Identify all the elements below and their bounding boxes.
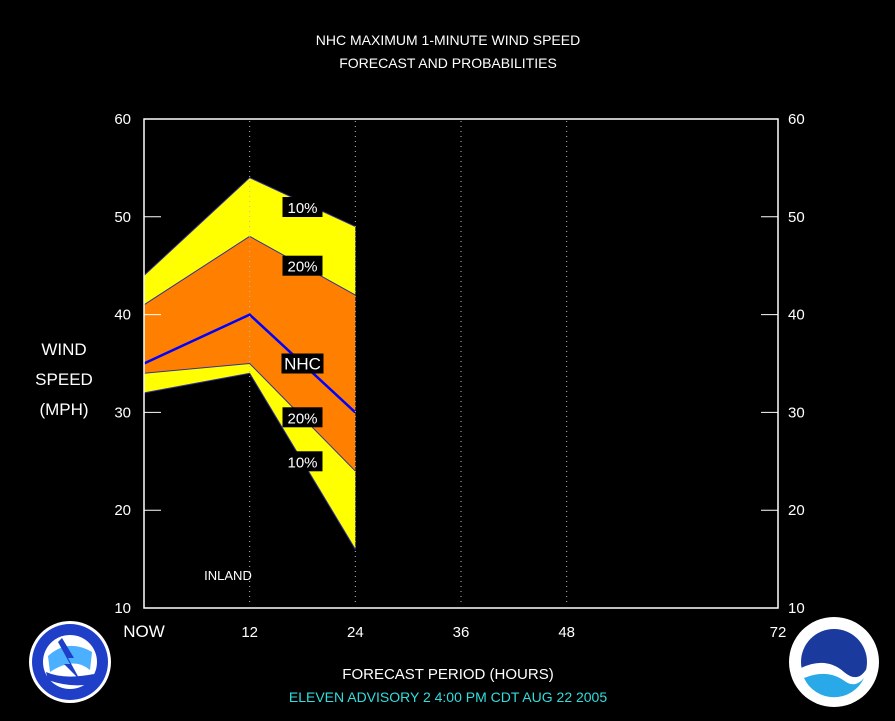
x-tick-label: 12 [241, 624, 258, 641]
plot-border [143, 118, 779, 609]
x-axis-label: FORECAST PERIOD (HOURS) [342, 666, 553, 683]
series-label: NHC [284, 355, 321, 374]
axis-ticks: 10 10 20 20 30 30 40 40 50 50 60 60 NOW 12 24 36 48 72 [114, 111, 804, 641]
series-label-box [282, 451, 323, 472]
y-axis-label-line1: WIND [41, 340, 86, 359]
series-label: 20% [287, 410, 317, 427]
y-tick-label-left: 20 [114, 502, 131, 519]
series-label-box [282, 197, 323, 218]
x-tick-label: 24 [347, 624, 364, 641]
x-tick-label: 72 [770, 624, 787, 641]
y-tick-label-left: 10 [114, 600, 131, 617]
series-label-box [282, 407, 323, 428]
y-tick-label-right: 20 [788, 502, 805, 519]
series-label-box [281, 353, 324, 374]
series-label: 10% [287, 200, 317, 217]
noaa-logo [789, 617, 879, 707]
x-tick-label: NOW [123, 622, 165, 641]
plot-frame [143, 118, 779, 609]
grid-lines [249, 121, 568, 606]
line-20pct-lower [143, 362, 356, 472]
y-tick-label-left: 40 [114, 307, 131, 324]
chart-title-line2: FORECAST AND PROBABILITIES [339, 55, 557, 71]
series-label: 20% [287, 259, 317, 276]
x-tick-label: 36 [453, 624, 470, 641]
y-tick-label-right: 10 [788, 600, 805, 617]
y-tick-label-right: 40 [788, 307, 805, 324]
series-label-box [282, 255, 323, 276]
y-axis-label-line2: SPEED [35, 370, 93, 389]
line-10pct-lower [143, 372, 356, 550]
y-axis-label-line3: (MPH) [39, 400, 88, 419]
y-tick-label-left: 50 [114, 209, 131, 226]
nws-logo [29, 621, 111, 703]
series-label: 10% [287, 454, 317, 471]
series-labels: 10% 20% NHC 20% 10% [281, 197, 324, 472]
chart-title-line1: NHC MAXIMUM 1-MINUTE WIND SPEED [316, 32, 580, 48]
advisory-footer: ELEVEN ADVISORY 2 4:00 PM CDT AUG 22 200… [289, 689, 607, 705]
line-nhc-forecast [143, 313, 357, 414]
x-tick-label: 48 [558, 624, 575, 641]
inland-annotation: INLAND [204, 568, 252, 583]
y-tick-label-right: 30 [788, 404, 805, 421]
y-tick-label-right: 60 [788, 111, 805, 128]
y-tick-label-left: 30 [114, 404, 131, 421]
probability-bands [143, 177, 357, 550]
y-tick-label-left: 60 [114, 111, 131, 128]
y-tick-label-right: 50 [788, 209, 805, 226]
